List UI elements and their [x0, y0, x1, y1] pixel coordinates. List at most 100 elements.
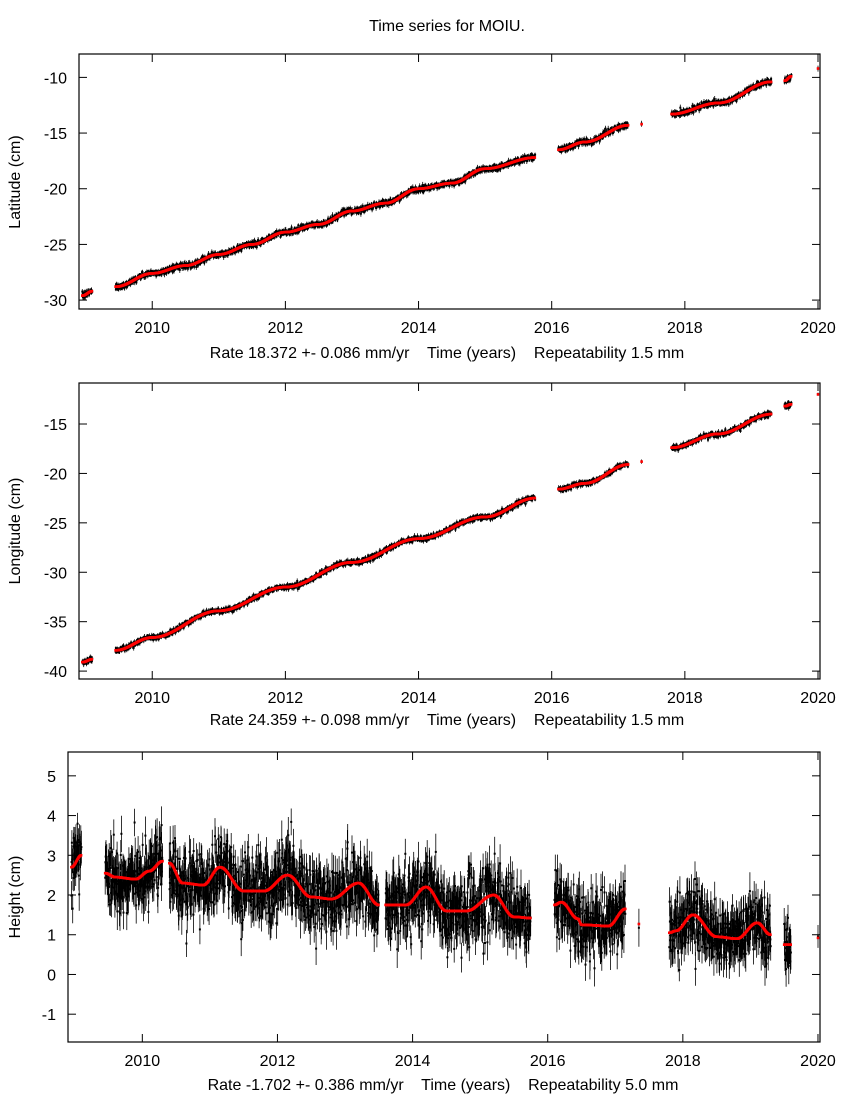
- data-point: [222, 256, 225, 258]
- data-point: [700, 101, 703, 104]
- data-point: [210, 251, 213, 254]
- data-point: [356, 206, 359, 209]
- data-point: [191, 265, 194, 268]
- data-point: [492, 169, 495, 172]
- data-point: [345, 213, 348, 216]
- data-point: [193, 265, 196, 268]
- data-point: [584, 143, 587, 146]
- data-point: [406, 194, 409, 197]
- data-point: [735, 100, 738, 103]
- data-point: [706, 106, 709, 109]
- data-point: [531, 153, 534, 156]
- data-point: [280, 233, 283, 236]
- data-point: [725, 102, 728, 105]
- data-point: [414, 186, 417, 189]
- data-point: [123, 286, 126, 289]
- data-point: [207, 252, 210, 255]
- data-point: [400, 192, 403, 195]
- data-point: [783, 81, 786, 84]
- latitude-panel: Latitude (cm) Rate 18.372 +- 0.086 mm/yr…: [7, 53, 836, 362]
- data-point: [279, 235, 282, 238]
- data-point: [336, 218, 339, 221]
- data-point: [290, 226, 293, 229]
- data-point: [165, 272, 168, 275]
- data-point: [612, 130, 615, 133]
- data-point: [560, 151, 563, 153]
- data-point: [472, 173, 475, 176]
- data-point: [713, 98, 716, 100]
- data-point: [464, 180, 467, 183]
- data-point: [534, 153, 537, 156]
- data-point: [591, 143, 594, 145]
- data-point: [341, 209, 344, 212]
- data-point: [201, 254, 204, 257]
- data-point: [460, 181, 463, 184]
- data-point: [343, 214, 346, 217]
- data-point: [240, 250, 243, 252]
- data-point: [564, 150, 567, 153]
- data-point: [565, 144, 568, 147]
- data-point: [288, 233, 291, 236]
- data-point: [698, 109, 701, 112]
- data-point: [498, 163, 501, 166]
- data-point: [343, 209, 346, 212]
- data-point: [366, 203, 369, 206]
- data-point: [583, 138, 586, 141]
- data-point: [525, 159, 528, 162]
- data-point: [133, 281, 136, 284]
- data-point: [389, 199, 392, 202]
- data-point: [705, 105, 708, 108]
- data-point: [413, 191, 416, 194]
- data-point: [789, 78, 792, 81]
- data-point: [405, 194, 408, 197]
- data-point: [203, 260, 206, 263]
- data-point: [171, 269, 174, 272]
- data-point: [381, 205, 384, 208]
- data-point: [252, 245, 255, 248]
- data-point: [417, 190, 420, 193]
- data-point: [625, 126, 627, 129]
- data-point: [574, 145, 577, 148]
- data-point: [454, 179, 457, 182]
- data-point: [507, 164, 510, 167]
- data-point: [712, 105, 715, 108]
- data-point: [567, 149, 570, 151]
- data-point: [609, 133, 611, 136]
- data-point: [183, 261, 186, 264]
- data-point: [449, 179, 452, 182]
- data-point: [692, 111, 695, 114]
- data-point: [577, 145, 580, 148]
- data-point: [599, 138, 602, 141]
- data-point: [234, 251, 237, 254]
- data-point: [703, 101, 705, 103]
- data-point: [178, 268, 181, 271]
- data-point: [491, 168, 494, 171]
- data-point: [411, 186, 414, 189]
- data-point: [350, 213, 353, 216]
- data-point: [530, 159, 533, 162]
- data-point: [202, 256, 205, 259]
- data-point: [418, 185, 421, 188]
- data-point: [485, 170, 488, 172]
- data-point: [357, 211, 360, 214]
- data-point: [603, 130, 606, 133]
- data-point: [85, 290, 88, 293]
- data-point: [717, 100, 720, 103]
- data-point: [453, 184, 456, 187]
- data-point: [180, 262, 183, 265]
- data-point: [507, 159, 510, 162]
- data-point: [183, 263, 186, 266]
- data-point: [561, 145, 564, 148]
- data-point: [476, 166, 479, 169]
- data-point: [255, 246, 258, 249]
- data-point: [275, 230, 278, 232]
- data-point: [297, 224, 300, 227]
- data-point: [162, 268, 165, 271]
- data-point: [770, 77, 773, 80]
- x-axis-caption: Rate 18.372 +- 0.086 mm/yr Time (years) …: [210, 345, 684, 362]
- data-point: [398, 200, 401, 203]
- data-point: [172, 264, 175, 267]
- y-axis-label: Latitude (cm): [7, 135, 24, 228]
- data-point: [331, 214, 334, 217]
- data-point: [607, 127, 610, 130]
